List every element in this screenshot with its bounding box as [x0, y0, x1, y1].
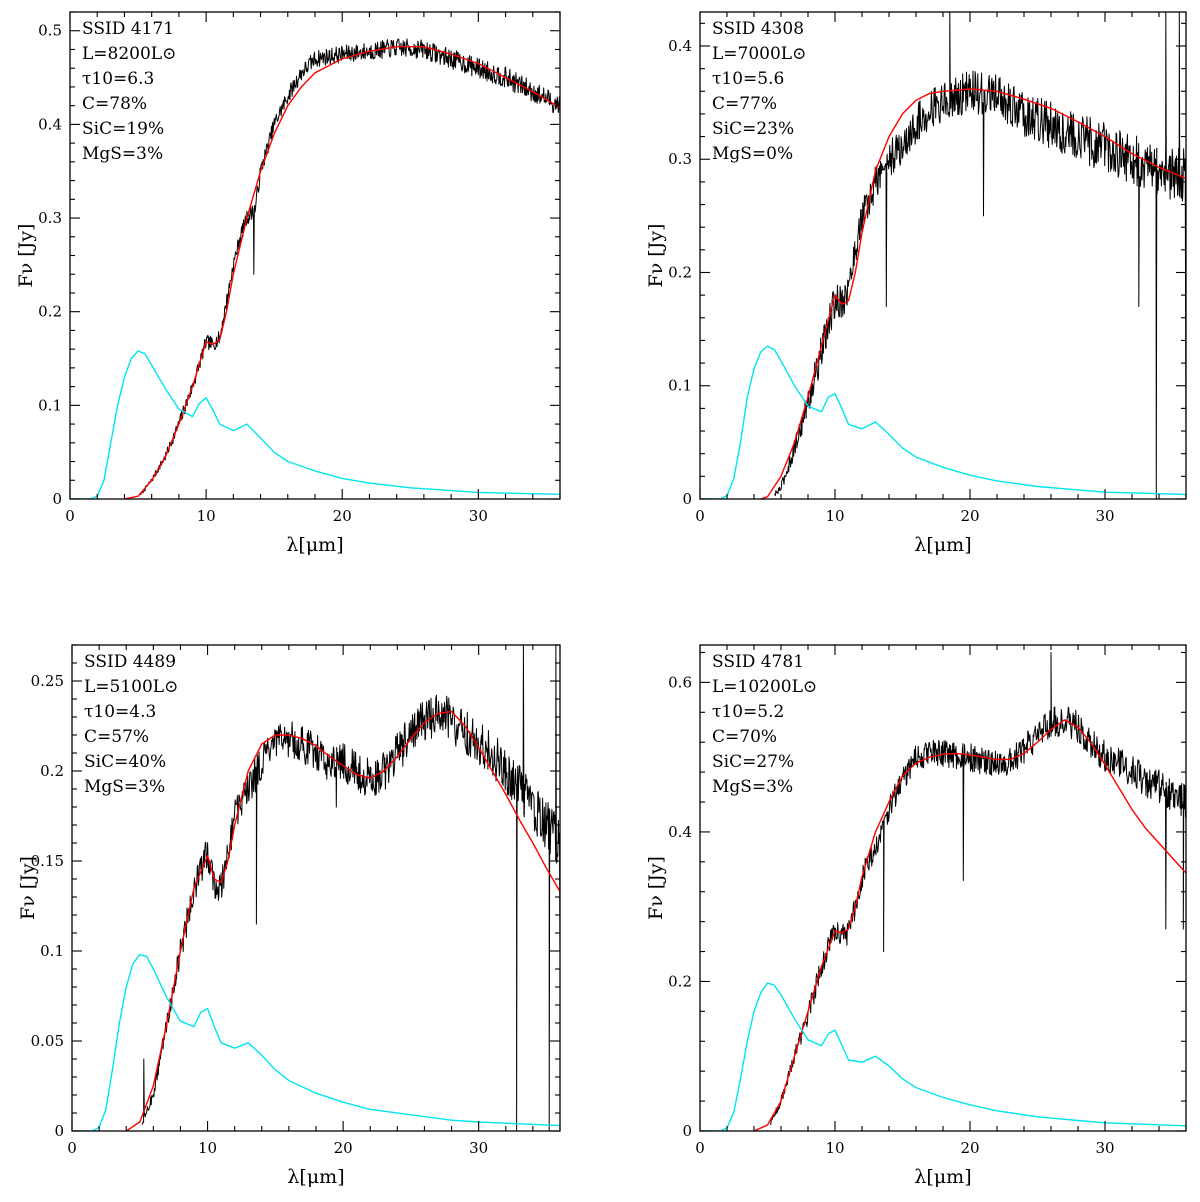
- y-tick-label: 0.2: [40, 762, 64, 780]
- y-tick-label: 0.1: [38, 396, 62, 414]
- x-tick-label: 10: [197, 507, 216, 525]
- y-tick-label: 0.05: [31, 1032, 64, 1050]
- x-axis-title: λ[μm]: [287, 1166, 344, 1188]
- model-fit-line: [753, 719, 1186, 1131]
- x-axis-title: λ[μm]: [914, 1166, 971, 1188]
- annotation-text: L=10200L⊙: [712, 677, 817, 697]
- annotation-text: τ10=4.3: [84, 702, 156, 722]
- x-tick-label: 20: [334, 1139, 353, 1157]
- annotation-text: τ10=6.3: [82, 69, 154, 89]
- x-axis-title: λ[μm]: [914, 534, 971, 556]
- observed-spectrum-line: [769, 652, 1186, 1125]
- y-tick-label: 0: [682, 490, 692, 508]
- y-tick-label: 0.4: [668, 37, 692, 55]
- annotation-text: MgS=0%: [712, 144, 793, 164]
- panel-top-left: 0 10 20 30 0 0.1 0.2 0.3 0.4 0.5 λ[μm] Fν [Jy] SSID …: [15, 11, 561, 556]
- x-tick-label: 30: [469, 507, 488, 525]
- y-tick-label: 0: [682, 1122, 692, 1140]
- y-tick-label: 0.3: [38, 209, 62, 227]
- x-tick-label: 10: [198, 1139, 217, 1157]
- y-tick-label: 0.4: [38, 115, 62, 133]
- y-tick-label: 0.2: [668, 263, 692, 281]
- model-fit-line: [125, 710, 560, 1131]
- y-tick-label: 0.4: [668, 823, 692, 841]
- annotation-text: C=70%: [712, 727, 777, 747]
- annotation-text: τ10=5.6: [712, 69, 784, 89]
- annotation-text: MgS=3%: [712, 777, 793, 797]
- y-tick-label: 0: [52, 490, 62, 508]
- annotation-text: SiC=40%: [84, 752, 166, 772]
- y-axis-title: Fν [Jy]: [645, 856, 667, 920]
- y-axis-title: Fν [Jy]: [15, 224, 37, 288]
- annotation-text: SiC=23%: [712, 119, 794, 139]
- stellar-component-line: [72, 953, 560, 1131]
- annotation-text: SiC=19%: [82, 119, 164, 139]
- annotation-text: L=5100L⊙: [84, 677, 178, 697]
- annotation-text: SSID 4781: [712, 652, 804, 672]
- x-axis-title: λ[μm]: [286, 534, 343, 556]
- x-tick-label: 0: [695, 507, 705, 525]
- y-axis-title: Fν [Jy]: [17, 856, 39, 920]
- x-tick-label: 20: [960, 507, 979, 525]
- y-tick-label: 0.25: [31, 672, 64, 690]
- x-tick-label: 30: [1095, 507, 1114, 525]
- model-fit-line: [760, 88, 1186, 499]
- plot-area: [72, 645, 560, 1131]
- panel-top-right: 0 10 20 30 0 0.1 0.2 0.3 0.4 λ[μm] Fν [Jy] SSID 430…: [645, 11, 1187, 556]
- stellar-component-line: [700, 982, 1186, 1131]
- model-fit-line: [124, 46, 560, 499]
- y-tick-label: 0.15: [31, 852, 64, 870]
- panel-bottom-left: 0 10 20 30 0 0.05 0.1 0.15 0.2 0.25 λ[μm] Fν [Jy] SS…: [17, 644, 561, 1188]
- x-tick-label: 20: [960, 1139, 979, 1157]
- panel-bottom-right: 0 10 20 30 0 0.2 0.4 0.6 λ[μm] Fν [Jy] SSID 4781 L=…: [645, 644, 1187, 1188]
- y-tick-label: 0.3: [668, 150, 692, 168]
- observed-spectrum-line: [140, 38, 560, 496]
- annotation-text: MgS=3%: [84, 777, 165, 797]
- annotation-text: MgS=3%: [82, 144, 163, 164]
- observed-spectrum-line: [142, 645, 560, 1131]
- x-tick-label: 10: [825, 1139, 844, 1157]
- y-tick-label: 0.2: [668, 972, 692, 990]
- y-tick-label: 0: [54, 1122, 64, 1140]
- x-tick-label: 10: [825, 507, 844, 525]
- plot-area: [70, 38, 560, 499]
- plot-area: [700, 12, 1186, 499]
- annotation-text: L=8200L⊙: [82, 44, 176, 64]
- stellar-component-line: [700, 345, 1186, 499]
- y-axis-title: Fν [Jy]: [645, 224, 667, 288]
- y-tick-label: 0.5: [38, 22, 62, 40]
- annotation-text: SiC=27%: [712, 752, 794, 772]
- x-tick-label: 20: [333, 507, 352, 525]
- x-tick-label: 0: [67, 1139, 77, 1157]
- x-tick-label: 0: [65, 507, 75, 525]
- y-tick-label: 0.2: [38, 303, 62, 321]
- observed-spectrum-line: [773, 12, 1186, 499]
- annotation-text: L=7000L⊙: [712, 44, 806, 64]
- x-tick-label: 30: [1095, 1139, 1114, 1157]
- x-tick-label: 0: [695, 1139, 705, 1157]
- annotation-text: C=78%: [82, 94, 147, 114]
- annotation-text: SSID 4308: [712, 19, 804, 39]
- y-tick-label: 0.1: [40, 942, 64, 960]
- stellar-component-line: [70, 350, 560, 499]
- y-tick-label: 0.1: [668, 377, 692, 395]
- annotation-text: SSID 4171: [82, 19, 174, 39]
- x-tick-label: 30: [469, 1139, 488, 1157]
- y-tick-label: 0.6: [668, 673, 692, 691]
- annotation-text: C=57%: [84, 727, 149, 747]
- annotation-text: SSID 4489: [84, 652, 176, 672]
- annotation-text: C=77%: [712, 94, 777, 114]
- annotation-text: τ10=5.2: [712, 702, 784, 722]
- plot-area: [700, 652, 1186, 1131]
